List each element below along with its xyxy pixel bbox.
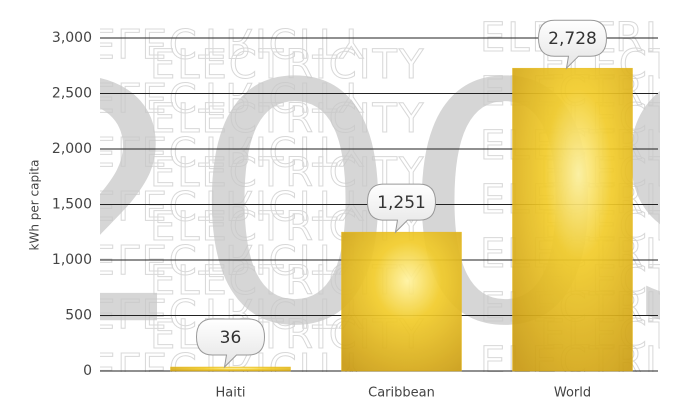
watermark-text: ELECTRICITY (150, 42, 425, 88)
bar (341, 231, 462, 372)
data-label: 36 (220, 328, 242, 348)
data-label-bubble (366, 183, 437, 234)
y-tick-label: 1,000 (52, 252, 92, 268)
y-tick-label: 3,000 (52, 30, 92, 46)
y-tick-label: 2,000 (52, 141, 92, 157)
watermark-text: ELECTRICITY (90, 127, 365, 173)
data-label-bubble (195, 318, 266, 369)
data-label: 2,728 (548, 29, 597, 49)
y-axis-label: kWh per capita (28, 160, 42, 251)
y-tick-label: 1,500 (52, 197, 92, 213)
x-tick-label: World (554, 386, 591, 401)
bar (170, 366, 291, 372)
x-tick-label: Haiti (215, 386, 245, 401)
x-tick-label: Caribbean (368, 386, 435, 401)
watermark-text: ELECTRICITY (90, 73, 365, 119)
watermark-text: ELECTRICITY (150, 96, 425, 142)
data-label-bubble (537, 19, 608, 70)
y-tick-label: 2,500 (52, 86, 92, 102)
data-label: 1,251 (377, 193, 426, 213)
y-tick-label: 500 (65, 308, 92, 324)
watermark-text: ELECTRICITY (90, 235, 365, 281)
watermark-text: ELECTRICITY (90, 19, 365, 65)
y-tick-label: 0 (83, 363, 92, 379)
bar (512, 67, 633, 372)
